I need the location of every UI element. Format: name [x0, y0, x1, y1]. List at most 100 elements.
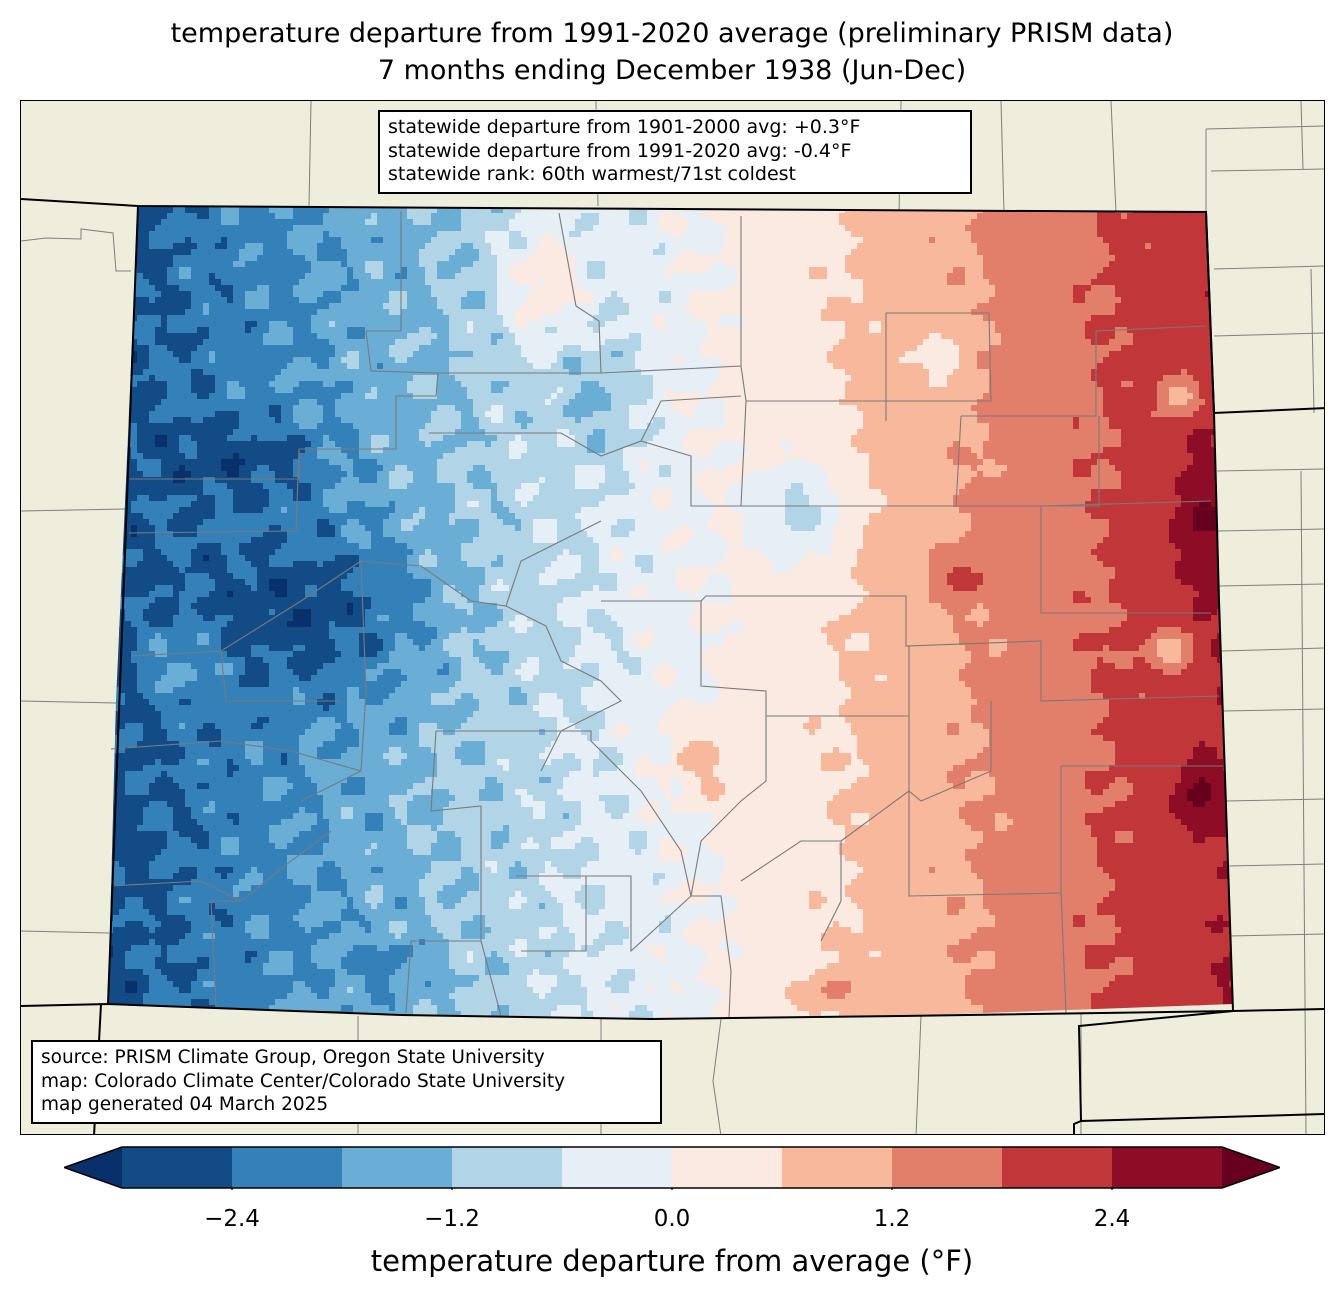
- contour-cell: [365, 327, 372, 334]
- contour-cell: [137, 267, 144, 274]
- contour-cell: [461, 243, 468, 250]
- contour-cell: [893, 321, 900, 328]
- contour-cell: [899, 231, 906, 238]
- contour-cell: [779, 237, 786, 244]
- contour-cell: [275, 303, 282, 310]
- contour-cell: [665, 219, 672, 226]
- contour-cell: [209, 285, 216, 292]
- contour-cell: [593, 291, 600, 298]
- contour-cell: [671, 273, 678, 280]
- contour-cell: [821, 327, 828, 334]
- contour-cell: [401, 206, 408, 208]
- contour-cell: [347, 261, 354, 268]
- contour-cell: [815, 255, 822, 262]
- contour-cell: [1037, 279, 1044, 286]
- contour-cell: [275, 267, 282, 274]
- contour-cell: [965, 219, 972, 226]
- contour-cell: [509, 315, 516, 322]
- contour-cell: [689, 315, 696, 322]
- contour-cell: [773, 225, 780, 232]
- contour-cell: [209, 231, 216, 238]
- contour-cell: [143, 291, 150, 298]
- contour-cell: [1001, 261, 1008, 268]
- contour-cell: [635, 309, 642, 316]
- contour-cell: [497, 327, 504, 334]
- contour-cell: [191, 237, 198, 244]
- contour-cell: [449, 225, 456, 232]
- contour-cell: [935, 206, 942, 208]
- contour-cell: [947, 309, 954, 316]
- contour-cell: [263, 309, 270, 316]
- contour-cell: [593, 207, 600, 214]
- contour-cell: [605, 273, 612, 280]
- contour-cell: [533, 291, 540, 298]
- contour-cell: [323, 339, 330, 346]
- contour-cell: [761, 219, 768, 226]
- contour-cell: [647, 255, 654, 262]
- contour-cell: [467, 219, 474, 226]
- contour-cell: [401, 243, 408, 250]
- contour-cell: [965, 243, 972, 250]
- contour-cell: [413, 213, 420, 220]
- contour-cell: [737, 333, 744, 340]
- contour-cell: [1193, 267, 1200, 274]
- contour-cell: [167, 345, 174, 352]
- contour-cell: [1061, 255, 1068, 262]
- contour-cell: [1067, 237, 1074, 244]
- contour-cell: [1091, 333, 1098, 340]
- contour-cell: [1079, 255, 1086, 262]
- contour-cell: [155, 327, 162, 334]
- contour-cell: [545, 285, 552, 292]
- contour-cell: [755, 321, 762, 328]
- contour-cell: [353, 309, 360, 316]
- contour-cell: [1079, 206, 1086, 208]
- contour-cell: [539, 206, 546, 208]
- contour-cell: [359, 321, 366, 328]
- contour-cell: [1073, 219, 1080, 226]
- contour-cell: [875, 225, 882, 232]
- contour-cell: [839, 206, 846, 208]
- contour-cell: [521, 345, 528, 352]
- contour-cell: [185, 309, 192, 316]
- contour-cell: [1235, 261, 1241, 267]
- contour-cell: [635, 351, 642, 358]
- contour-cell: [155, 291, 162, 298]
- contour-cell: [377, 249, 384, 256]
- contour-cell: [743, 243, 750, 250]
- contour-cell: [161, 309, 168, 316]
- contour-cell: [1067, 279, 1074, 286]
- contour-cell: [587, 333, 594, 340]
- neighbor-county-line: [1213, 332, 1324, 337]
- contour-cell: [887, 237, 894, 244]
- contour-cell: [407, 303, 414, 310]
- contour-cell: [401, 327, 408, 334]
- contour-cell: [359, 225, 366, 232]
- contour-cell: [983, 303, 990, 310]
- contour-cell: [317, 297, 324, 304]
- contour-cell: [815, 285, 822, 292]
- contour-cell: [857, 213, 864, 220]
- contour-cell: [971, 273, 978, 280]
- contour-cell: [431, 321, 438, 328]
- contour-cell: [1007, 206, 1014, 208]
- contour-cell: [881, 333, 888, 340]
- contour-cell: [611, 206, 618, 208]
- contour-cell: [317, 255, 324, 262]
- contour-cell: [251, 261, 258, 268]
- contour-cell: [827, 261, 834, 268]
- contour-cell: [899, 333, 906, 340]
- contour-cell: [257, 321, 264, 328]
- contour-cell: [299, 285, 306, 292]
- contour-cell: [971, 315, 978, 322]
- contour-cell: [359, 249, 366, 256]
- contour-cell: [365, 333, 372, 340]
- contour-cell: [215, 249, 222, 256]
- contour-cell: [1193, 261, 1200, 268]
- contour-cell: [1187, 279, 1194, 286]
- contour-cell: [785, 267, 792, 274]
- contour-cell: [323, 255, 330, 262]
- contour-cell: [287, 261, 294, 268]
- contour-cell: [239, 351, 246, 358]
- contour-cell: [329, 345, 336, 352]
- contour-cell: [845, 321, 852, 328]
